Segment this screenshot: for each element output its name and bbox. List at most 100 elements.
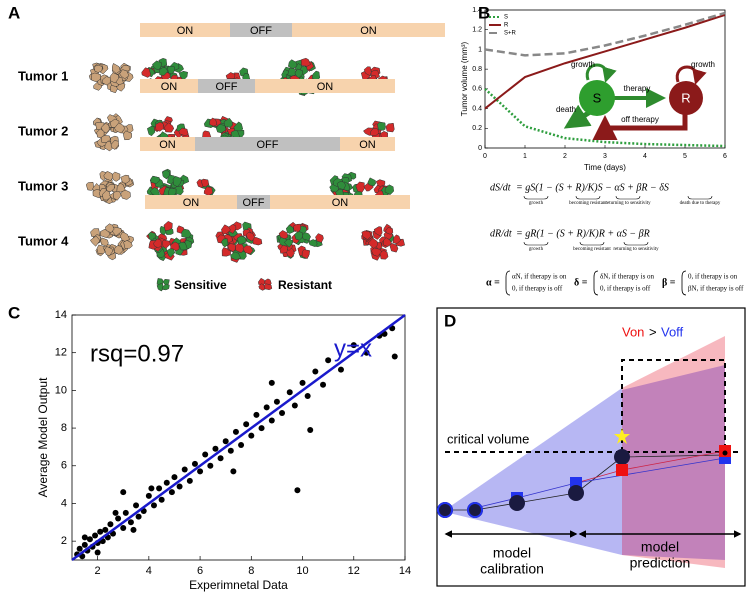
scatter-point [217, 455, 224, 462]
underbrace [615, 195, 641, 200]
tumor-clump [361, 223, 405, 261]
scatter-point [186, 477, 193, 484]
equation-rhs: = gS(1 − (S + R)/K)S − αS + βR − δS [516, 182, 669, 193]
tumor-cell [370, 128, 380, 137]
scatter-point [163, 479, 170, 486]
threshold-box [621, 359, 726, 452]
tumor-label: Tumor 3 [18, 178, 68, 193]
scatter-point [258, 425, 265, 432]
tumor-cell [120, 174, 130, 184]
tumor-cell [308, 239, 318, 248]
tumor-cell [162, 169, 170, 180]
equation-note: returning to sensitivity [613, 247, 659, 252]
scatter-point [268, 379, 275, 386]
tumor-cell [93, 64, 103, 73]
diagram-label: off therapy [621, 115, 659, 124]
therapy-bar [255, 79, 395, 93]
tumor-clump [196, 178, 216, 196]
target-point [722, 450, 728, 456]
therapy-label: ON [359, 139, 376, 151]
scatter-point [148, 485, 155, 492]
x-tick-label: 2 [95, 565, 101, 577]
therapy-bar [198, 79, 255, 93]
tumor-cell [163, 221, 173, 231]
scatter-point [81, 541, 88, 548]
tumor-cell [119, 69, 130, 80]
tumor-cell [385, 227, 394, 235]
scatter-point [286, 389, 293, 396]
tumor-cell [300, 57, 311, 67]
tumor-cell [178, 127, 189, 137]
scatter-point [176, 483, 183, 490]
legend-label: Resistant [278, 278, 332, 292]
tumor-cell [385, 122, 395, 133]
scatter-point [102, 526, 109, 533]
node-r [669, 81, 703, 115]
scatter-point [191, 460, 198, 467]
scatter-point [92, 532, 99, 539]
tumor-cell [147, 125, 156, 137]
tumor-cell [106, 184, 115, 193]
definition-case: 0, if therapy is on [688, 273, 738, 281]
y-tick-label: 4 [61, 497, 67, 509]
y-tick-label: 0.8 [472, 66, 482, 73]
tumor-cell [114, 122, 125, 134]
y-axis-label: Tumor volume (mm³) [460, 41, 469, 116]
legend-icon [156, 278, 170, 292]
line-series [484, 13, 726, 110]
therapy-bar [230, 23, 292, 37]
tumor-cell [236, 235, 247, 245]
data-point-ring [467, 502, 483, 518]
tumor-cell [252, 236, 263, 246]
definition-symbol: α = [486, 277, 500, 288]
tumor-label: Tumor 2 [18, 123, 68, 138]
tumor-clump [329, 171, 365, 203]
definition-case: 0, if therapy is off [512, 285, 563, 293]
tumor-cell [103, 170, 114, 181]
legend-label: S+R [504, 31, 517, 37]
underbrace [523, 241, 549, 246]
scatter-point [363, 349, 370, 356]
underbrace [687, 195, 713, 200]
scatter-point [122, 509, 129, 516]
y-tick-label: 12 [55, 347, 67, 359]
tumor-clump [146, 221, 195, 262]
scatter-point [307, 426, 314, 433]
tumor-clump [215, 221, 263, 263]
tumor-cell [105, 223, 115, 234]
tumor-cell [172, 175, 183, 188]
prediction-band-on [622, 365, 725, 560]
tumor-cell [371, 247, 382, 257]
underbrace [579, 241, 605, 246]
tumor-cell [150, 175, 160, 185]
y-axis-label: Average Model Output [36, 377, 50, 498]
tumor-cell [373, 226, 383, 237]
annotation: rsq=0.97 [90, 340, 184, 367]
voff-label: Voff [661, 324, 684, 339]
equation-note: becoming resistant [573, 247, 611, 252]
scatter-point [232, 428, 239, 435]
tumor-cell [284, 238, 294, 248]
tumor-cell [123, 240, 133, 250]
tumor-cell [158, 67, 169, 76]
arrow [675, 65, 707, 85]
scatter-point [212, 445, 219, 452]
tumor-cell [361, 230, 372, 240]
scatter-point [337, 366, 344, 373]
therapy-label: OFF [243, 197, 265, 209]
tumor-cell [100, 237, 109, 247]
prediction-label: model [641, 539, 679, 555]
scatter-point [299, 379, 306, 386]
y-tick-label: 0 [478, 145, 482, 152]
tumor-cell [227, 243, 236, 253]
therapy-label: ON [332, 197, 349, 209]
scatter-point [263, 404, 270, 411]
star [614, 428, 630, 444]
tumor-cell [377, 121, 386, 131]
scatter-point [253, 411, 260, 418]
y-tick-label: 1.4 [472, 7, 482, 14]
panel-label: D [444, 311, 456, 330]
therapy-bar [237, 195, 270, 209]
tumor-cell [85, 181, 95, 191]
therapy-label: ON [317, 81, 334, 93]
